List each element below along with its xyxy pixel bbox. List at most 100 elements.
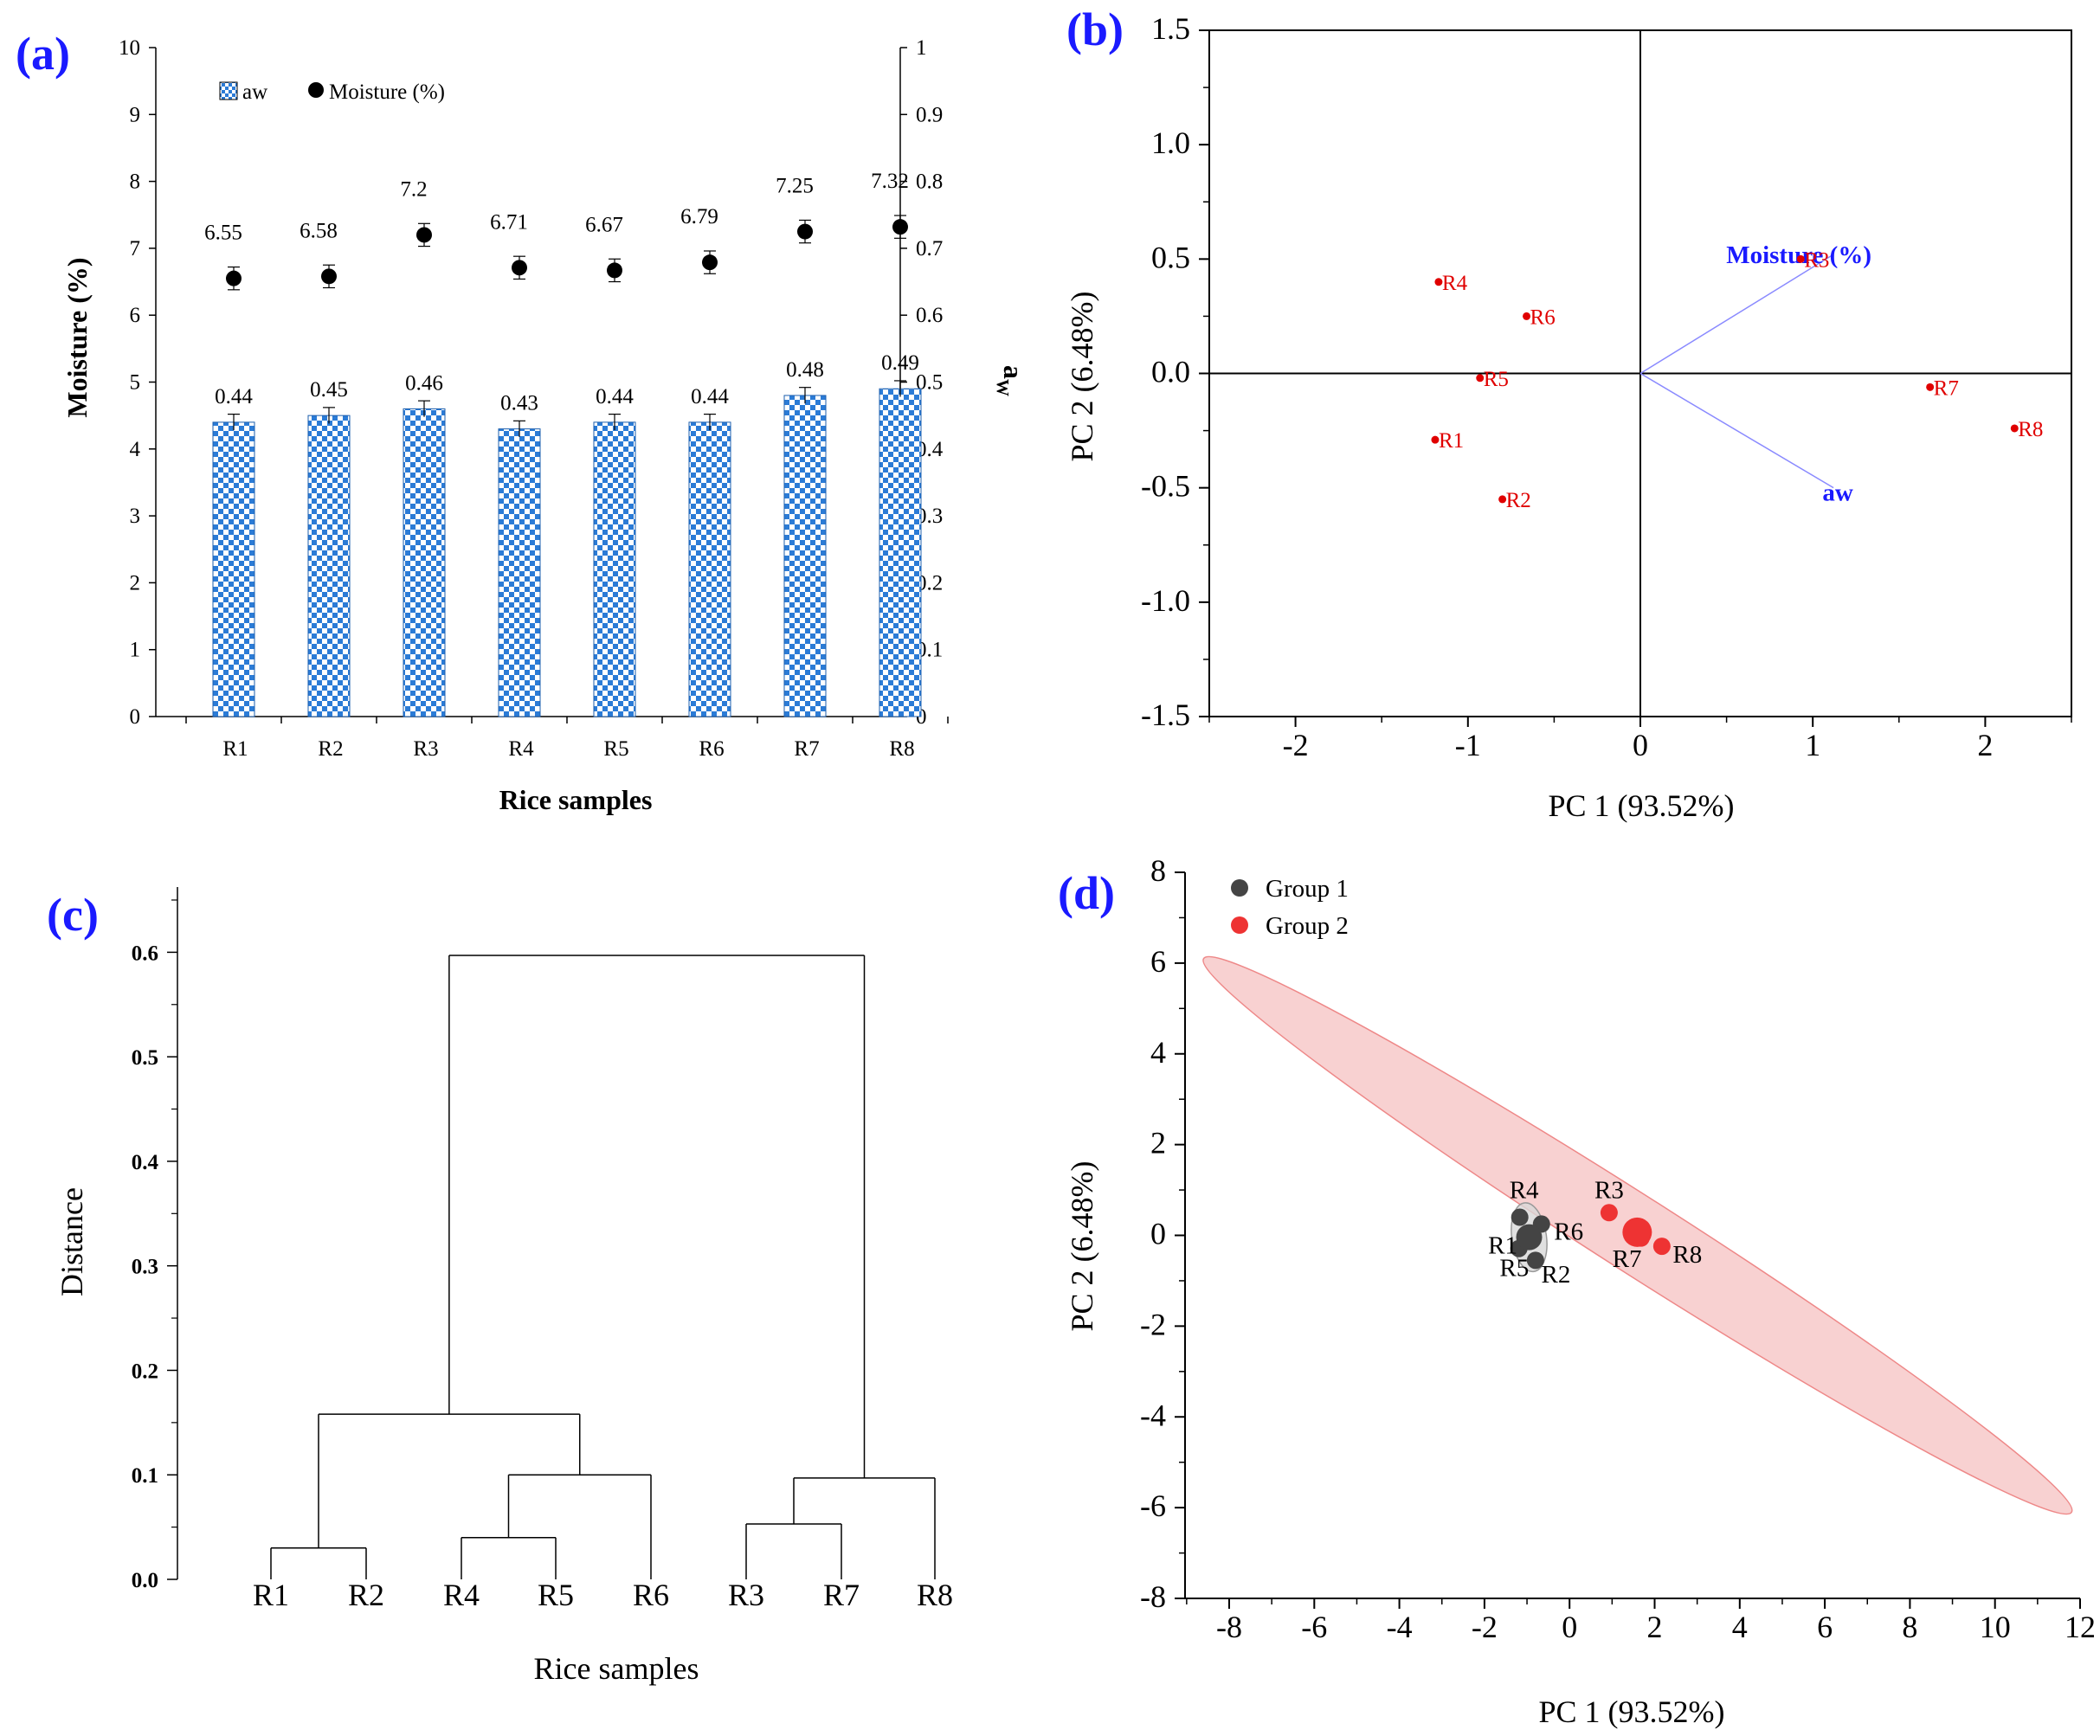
panel-a-x-axis-title: Rice samples [499,784,653,815]
panel-b-label: (b) [1066,3,1124,55]
panel-a-left-tick-label: 9 [130,103,141,126]
group2-point [1652,1238,1671,1256]
aw-value-label: 0.46 [405,371,443,395]
panel-b-x-tick-label: -2 [1283,728,1309,762]
panel-b-y-tick-label: 0.0 [1151,355,1190,389]
dendrogram-leaf-label: R5 [538,1578,574,1612]
panel-a-left-tick-label: 0 [130,705,141,729]
panel-d-y-tick-label: -2 [1140,1307,1166,1341]
panel-d-x-tick-label: 6 [1817,1610,1833,1644]
point-label: R6 [1554,1218,1583,1246]
score-point-label: R8 [2018,418,2043,441]
panel-a-left-tick-label: 8 [130,170,141,194]
panel-b-y-tick-label: -1.5 [1141,698,1190,732]
panel-c-y-axis-title: Distance [55,1187,89,1296]
moisture-point [226,270,242,286]
score-point [1926,383,1935,391]
loading-vector [1639,372,1834,489]
moisture-value-label: 7.32 [871,170,909,193]
panel-d-y-tick-label: 4 [1150,1035,1166,1070]
aw-bar [783,395,827,717]
panel-a-right-tick-label: 0.9 [916,103,943,126]
point-label: R5 [1499,1255,1529,1283]
panel-b-x-tick-label: 0 [1633,728,1648,762]
panel-a-label: (a) [16,28,70,80]
score-point [1498,495,1507,504]
loading-vector-label: Moisture (%) [1726,241,1871,269]
panel-b-x-tick-label: 1 [1805,728,1820,762]
point-label: R1 [1488,1231,1517,1259]
panel-a-x-tick-label: R4 [508,737,534,761]
panel-c-y-tick-label: 0.1 [132,1464,158,1488]
point-label: R7 [1613,1245,1642,1273]
panel-d-y-tick-label: -8 [1140,1579,1166,1614]
point-label: R4 [1510,1177,1539,1205]
panel-b-y-tick-label: 0.5 [1151,240,1190,274]
score-point-label: R5 [1484,368,1509,391]
moisture-value-label: 6.67 [585,213,623,236]
aw-value-label: 0.49 [881,351,919,375]
point-label: R2 [1542,1261,1571,1289]
aw-bar [403,408,446,717]
score-point [1476,374,1485,383]
panel-a-x-tick-label: R6 [699,737,724,761]
panel-a-left-tick-label: 2 [130,571,141,595]
score-point [1431,435,1440,444]
moisture-value-label: 7.25 [776,175,814,198]
moisture-point [416,227,432,243]
panel-d-x-tick-label: 10 [1980,1610,2011,1644]
panel-a-x-tick-label: R7 [794,737,819,761]
aw-value-label: 0.48 [786,358,824,382]
panel-c-dendrogram: (c) 0.0 0.1 0.2 0.3 0.4 0.5 0.6 R1 R2 R4 R5 R6 R3 R7 R… [47,887,953,1686]
aw-value-label: 0.43 [500,392,538,415]
panel-c-label: (c) [47,889,99,941]
panel-d-x-tick-label: 0 [1562,1610,1577,1644]
panel-c-y-tick-label: 0.0 [132,1569,158,1592]
panel-c-y-tick-label: 0.5 [132,1046,158,1070]
dendrogram-leaf-label: R4 [443,1578,480,1612]
dendrogram-leaf-label: R2 [348,1578,384,1612]
score-point-label: R6 [1530,305,1556,329]
panel-d-x-axis-title: PC 1 (93.52%) [1539,1694,1725,1729]
panel-a-moisture-aw-chart: (a) 01234567891000.10.20.30.40.50.60.70.… [16,28,1029,815]
aw-value-label: 0.44 [215,385,253,408]
score-point-label: R4 [1442,272,1468,295]
moisture-point [321,268,337,285]
legend-group1-label: Group 1 [1266,875,1349,903]
panel-d-y-tick-label: 2 [1150,1126,1166,1161]
panel-a-right-axis-title: aW [993,365,1029,396]
panel-d-x-tick-label: 2 [1647,1610,1663,1644]
dendrogram-leaf-label: R7 [823,1578,860,1612]
aw-bar [688,421,731,717]
panel-a-right-tick-label: 0.6 [916,304,943,327]
panel-a-x-tick-label: R3 [413,737,438,761]
panel-c-y-tick-label: 0.3 [132,1256,158,1279]
panel-d-x-tick-label: 4 [1732,1610,1748,1644]
svg-text:aW: aW [993,365,1029,396]
panel-a-x-tick-label: R1 [222,737,248,761]
panel-a-left-tick-label: 5 [130,371,141,395]
panel-a-x-tick-label: R5 [603,737,628,761]
legend-group2-label: Group 2 [1266,912,1349,940]
panel-a-left-tick-label: 10 [119,36,140,60]
panel-a-right-tick-label: 0.7 [916,237,943,260]
panel-b-x-tick-label: -1 [1455,728,1481,762]
score-point-label: R3 [1804,248,1829,272]
panel-d-x-tick-label: 8 [1902,1610,1917,1644]
aw-value-label: 0.44 [691,385,729,408]
panel-b-x-axis-title: PC 1 (93.52%) [1549,788,1735,823]
aw-bar [879,388,922,717]
score-point-label: R2 [1506,489,1531,512]
moisture-point [797,223,813,240]
panel-c-x-axis-title: Rice samples [534,1651,699,1686]
panel-a-right-tick-label: 1 [916,36,927,60]
score-point [1523,312,1531,320]
loading-vector [1639,254,1834,375]
aw-bar [593,421,636,717]
panel-a-x-tick-label: R2 [318,737,343,761]
score-point [1796,254,1805,263]
panel-d-y-tick-label: 8 [1150,853,1166,888]
panel-d-x-tick-label: -8 [1216,1610,1242,1644]
loading-vector-label: aw [1822,479,1853,507]
